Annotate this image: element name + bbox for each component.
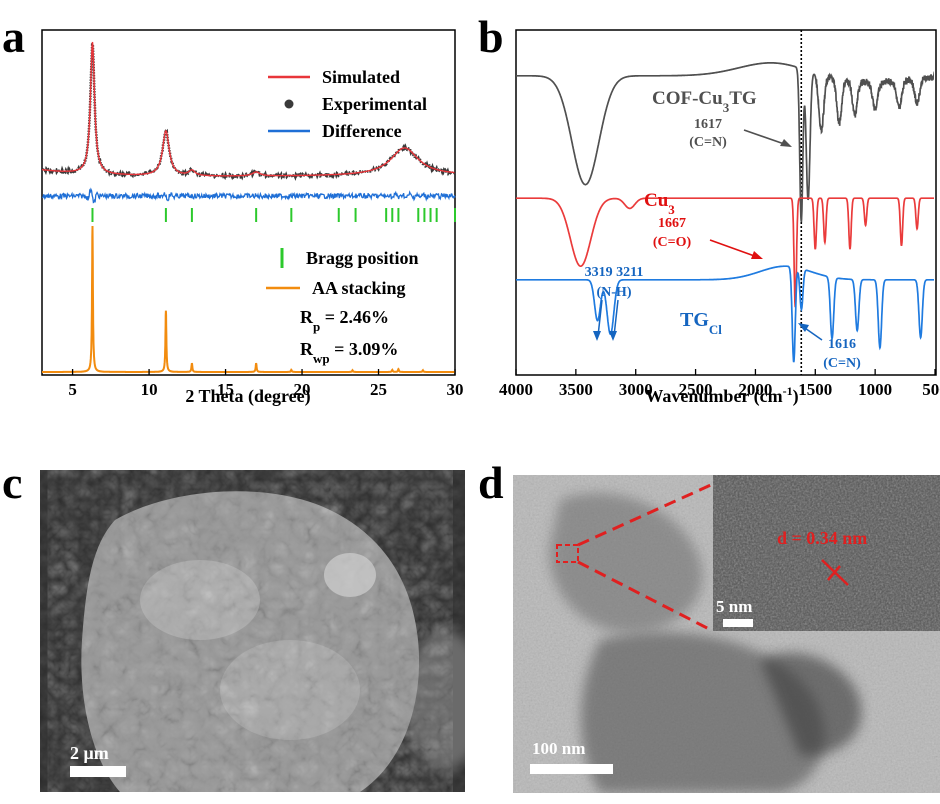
series-cof-cu3tg [516,62,934,223]
zoom-line-top [577,482,714,547]
panel-d-letter: d [478,457,504,508]
label-tgcl: TGCl [680,309,722,337]
panel-c-letter: c [2,457,22,508]
series-difference [42,187,456,204]
label-cu3: Cu3 [644,190,675,217]
arrow-3211 [613,299,619,337]
panel-c: c 2 μm [2,457,465,792]
zoom-line-bottom [577,560,714,633]
xrd-tick-label: 15 [217,380,234,399]
panel-b: b 4000 3500 3000 2500 2000 1500 1000 500 Wavenu… [478,11,940,407]
arrow-1667-head [751,251,763,259]
panel-b-letter: b [478,11,504,62]
xrd-tick-label: 5 [68,380,77,399]
arrow-3319-head [593,331,601,341]
tem-scale-bar [530,764,613,774]
ftir-tick-label: 500 [922,380,940,399]
legend-difference: Difference [322,121,402,141]
xrd-tick-label: 25 [370,380,387,399]
legend-bragg: Bragg position [306,248,419,268]
xrd-tick-label: 10 [141,380,158,399]
series-simulated [42,41,455,177]
arrow-3319 [597,299,603,337]
ftir-tick-label: 1500 [798,380,832,399]
annot-nh-group: (N-H) [597,285,632,300]
sem-image [40,470,465,792]
panel-b-frame [515,29,937,376]
rp-annotation: Rp = 2.46% [300,307,389,334]
xrd-plot-area [42,41,456,373]
ftir-tick-label: 1000 [858,380,892,399]
xrd-x-axis-title: 2 Theta (degree) [185,386,310,407]
series-tgcl [516,265,934,363]
annot-nh-values: 3319 3211 [585,265,644,280]
annot-1667-group: (C=O) [653,235,692,250]
d-spacing-label: d = 0.34 nm [777,528,867,548]
ftir-tick-label: 3000 [619,380,653,399]
series-aa-stacking [42,225,455,373]
annot-1616-group: (C=N) [823,356,861,371]
sem-scale-bar [70,766,126,777]
annot-1617-value: 1617 [694,117,722,132]
tem-image [513,475,940,793]
arrow-1617-head [780,139,792,147]
panel-a: a 5 10 15 20 25 30 2 Theta (degree) Simulated… [2,11,464,407]
annot-1616-value: 1616 [828,337,856,352]
rwp-annotation: Rwp = 3.09% [300,339,398,366]
xrd-tick-label: 20 [294,380,311,399]
ftir-tick-label: 2000 [738,380,772,399]
panel-d: d d = 0.34 nm 5 nm 100 nm [478,457,940,793]
annot-1617-group: (C=N) [689,135,727,150]
panel-a-frame [41,29,456,376]
sem-scale-label: 2 μm [70,743,109,763]
ftir-plot-area [516,30,934,375]
tem-scale-label: 100 nm [532,739,585,758]
arrow-1616-head [798,323,809,332]
zoom-box [556,544,579,563]
xrd-legend: Simulated Experimental Difference [268,67,427,141]
panel-a-letter: a [2,11,25,62]
legend-experimental-dot [284,99,294,109]
ftir-tick-label: 3500 [559,380,593,399]
ftir-x-ticks: 4000 3500 3000 2500 2000 1500 1000 500 [499,369,940,399]
arrow-1667 [709,239,761,259]
label-cof-cu3tg: COF-Cu3TG [652,88,757,115]
ftir-x-axis-title: Wavenumber (cm-1) [645,384,798,407]
inset-scale-label: 5 nm [716,597,752,616]
ftir-tick-label: 2500 [679,380,713,399]
xrd-tick-label: 30 [447,380,464,399]
legend-simulated: Simulated [322,67,400,87]
xrd-x-ticks: 5 10 15 20 25 30 [68,369,464,399]
ftir-tick-label: 4000 [499,380,533,399]
arrow-3211-head [609,331,617,341]
series-cu3 [516,197,934,308]
xrd-legend-2: Bragg position AA stacking [266,248,419,298]
inset-scale-bar [723,619,753,627]
legend-experimental: Experimental [322,94,427,114]
annot-1667-value: 1667 [658,216,686,231]
legend-aa: AA stacking [312,278,406,298]
